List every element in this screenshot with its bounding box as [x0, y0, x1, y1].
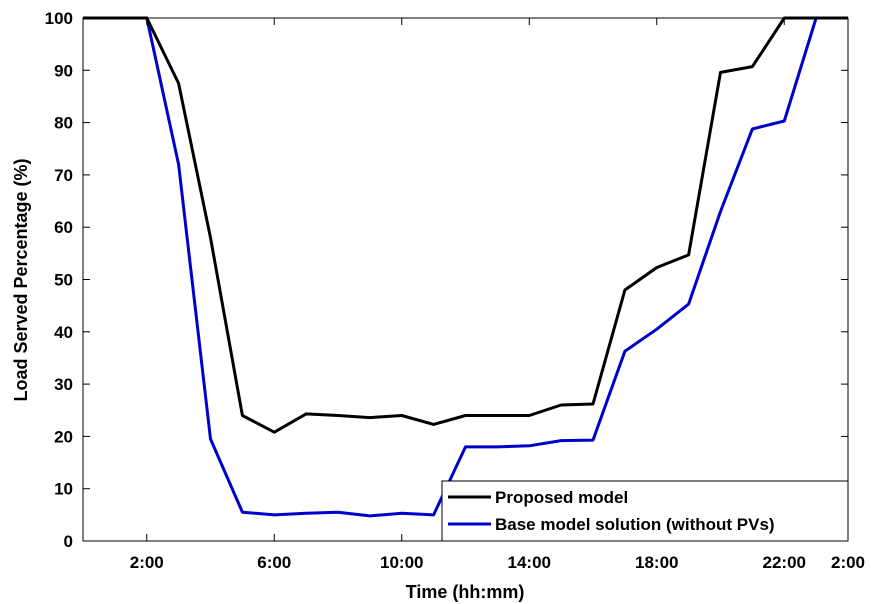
y-tick-label: 10	[54, 480, 73, 499]
series-line-proposed	[83, 16, 848, 434]
y-tick-label: 60	[54, 218, 73, 237]
y-tick-label: 50	[54, 271, 73, 290]
y-tick-label: 40	[54, 323, 73, 342]
x-axis: 2:00 6:00 10:00 14:00 18:00 22:00 2:00	[130, 18, 865, 572]
x-axis-label: Time (hh:mm)	[406, 582, 525, 602]
y-tick-label: 0	[64, 532, 73, 551]
series-line-base	[83, 16, 848, 518]
x-tick-label: 18:00	[635, 553, 678, 572]
legend: Proposed model Base model solution (with…	[441, 480, 849, 542]
series-layer	[83, 16, 848, 518]
plot-area	[83, 18, 848, 541]
x-tick-label: 2:00	[130, 553, 164, 572]
legend-box	[441, 480, 849, 542]
y-tick-label: 100	[45, 9, 73, 28]
legend-label-base: Base model solution (without PVs)	[495, 515, 775, 534]
x-tick-label: 22:00	[763, 553, 806, 572]
x-tick-label: 6:00	[257, 553, 291, 572]
y-axis-label: Load Served Percentage (%)	[11, 158, 31, 401]
legend-label-proposed: Proposed model	[495, 488, 628, 507]
y-tick-label: 90	[54, 61, 73, 80]
y-tick-label: 20	[54, 427, 73, 446]
x-tick-label: 2:00	[831, 553, 865, 572]
y-tick-label: 30	[54, 375, 73, 394]
y-axis: 0 10 20 30 40 50 60 70 80 90 100	[45, 9, 848, 551]
x-tick-label: 14:00	[508, 553, 551, 572]
y-tick-label: 70	[54, 166, 73, 185]
y-tick-label: 80	[54, 114, 73, 133]
x-tick-label: 10:00	[380, 553, 423, 572]
